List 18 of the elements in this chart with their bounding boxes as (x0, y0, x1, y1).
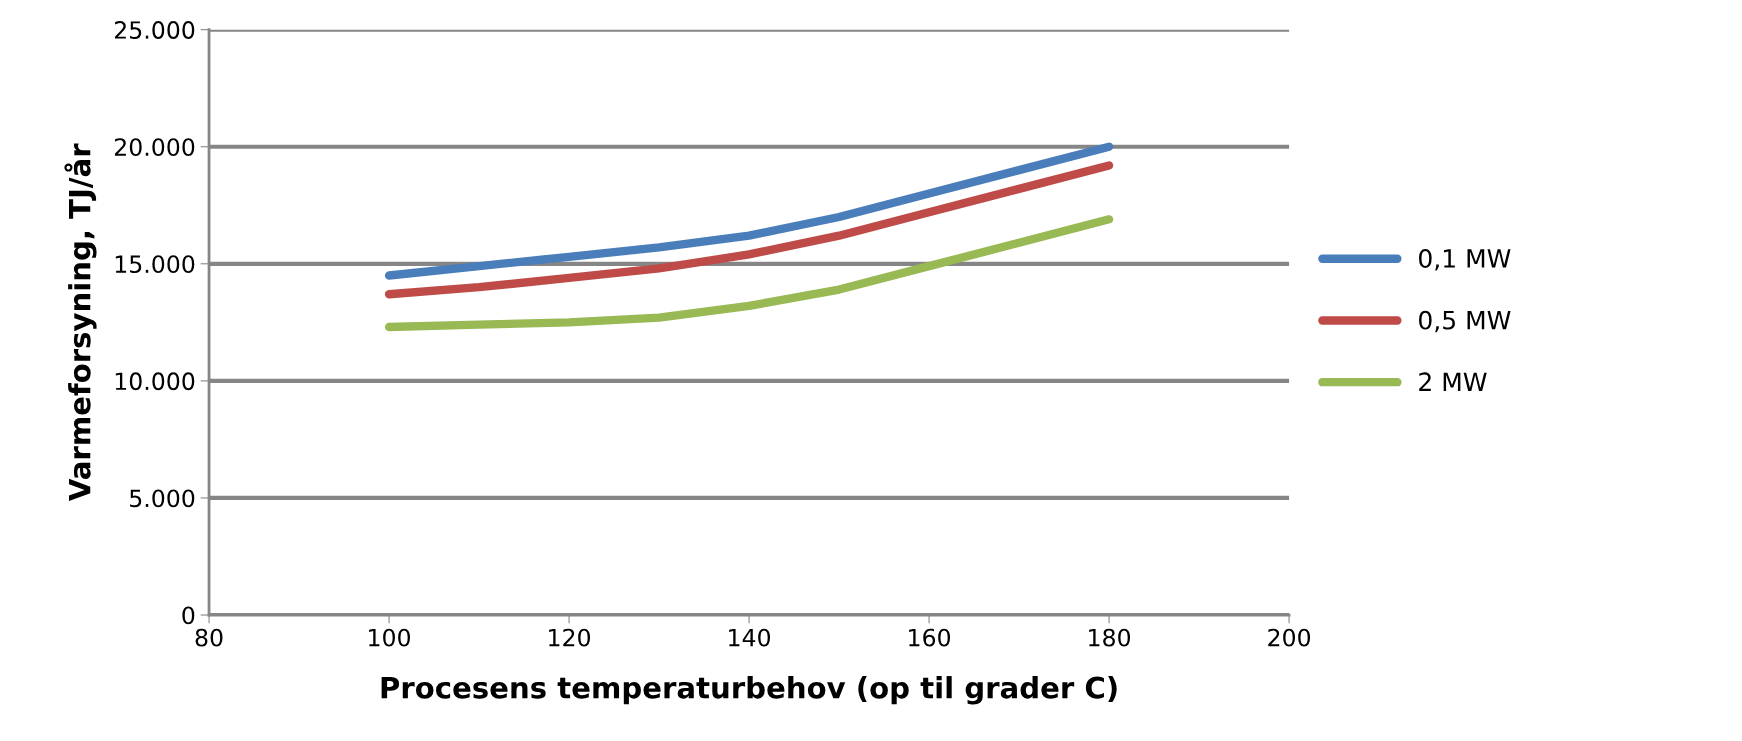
y-tick-label: 25.000 (114, 21, 195, 39)
legend-label: 0,1 MW (1419, 248, 1511, 271)
y-tick-label: 15.000 (115, 255, 195, 274)
legend-label: 2 MW (1419, 372, 1487, 391)
x-tick-label: 180 (1089, 628, 1131, 647)
legend-label: 0,5 MW (1419, 310, 1511, 333)
x-tick-label: 160 (909, 628, 951, 647)
x-axis-title: Procesens temperaturbehov (op til grader C) (381, 676, 1117, 705)
x-tick-label: 120 (549, 628, 591, 647)
y-tick-label: 10.000 (115, 372, 195, 391)
x-tick-label: 100 (369, 628, 411, 647)
x-tick-label: 80 (195, 628, 223, 647)
y-tick-label: 5.000 (130, 489, 195, 508)
x-tick-label: 140 (729, 628, 771, 647)
y-tick-label: 20.000 (114, 138, 195, 157)
y-tick-label: 0 (182, 606, 195, 625)
x-tick-label: 200 (1268, 628, 1311, 647)
y-axis-title: Varmeforsyning, TJ/år (64, 143, 97, 502)
